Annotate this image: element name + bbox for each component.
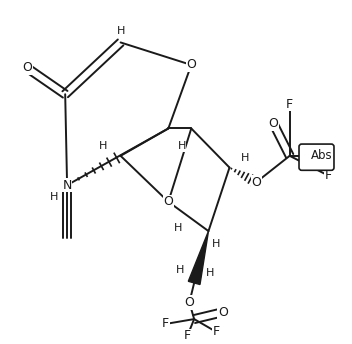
Polygon shape [188,231,208,284]
Text: H: H [241,153,249,163]
Text: H: H [212,239,220,249]
Text: Abs: Abs [311,149,333,162]
Text: O: O [186,58,196,72]
FancyBboxPatch shape [299,144,334,170]
Text: H: H [206,268,215,278]
Text: H: H [174,223,182,233]
Text: F: F [184,329,191,342]
Text: O: O [163,195,173,208]
Text: H: H [117,26,125,36]
Text: H: H [176,265,184,275]
Text: N: N [62,179,72,192]
Text: O: O [218,306,228,319]
Text: F: F [213,325,220,338]
Text: O: O [184,296,194,309]
Text: H: H [99,141,108,151]
Text: F: F [162,318,169,331]
Text: O: O [251,176,261,189]
Text: H: H [177,141,186,151]
Text: O: O [22,61,32,74]
Text: F: F [286,98,293,110]
Text: H: H [50,192,58,202]
Text: F: F [324,169,332,182]
Text: O: O [269,117,278,130]
